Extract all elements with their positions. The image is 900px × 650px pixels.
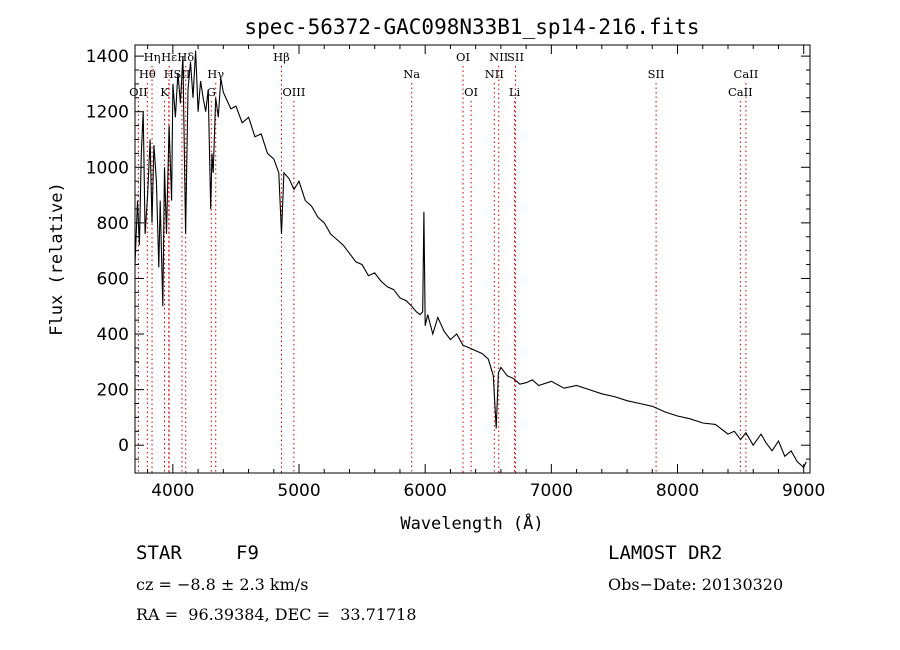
y-tick-label: 400 [97,325,129,345]
x-tick-label: 7000 [530,481,573,501]
y-axis-label: Flux (relative) [47,182,67,336]
line-label-na: Na [403,67,420,81]
y-tick-label: 1000 [86,158,129,178]
x-tick-label: 5000 [277,481,320,501]
observation-date: Obs−Date: 20130320 [608,575,784,594]
line-label-hβ: Hβ [273,50,290,64]
y-tick-label: 1200 [86,103,129,123]
y-tick-label: 0 [118,436,129,456]
line-label-oiii: OIII [282,85,305,99]
line-label-sii: SII [648,67,665,81]
y-tick-label: 200 [97,381,129,401]
line-label-hη: Hη [144,50,161,64]
line-label-caii: CaII [734,67,759,81]
line-label-k: K [160,85,169,99]
x-tick-label: 8000 [656,481,699,501]
line-markers [137,66,747,473]
chart-title: spec-56372-GAC098N33B1_sp14-216.fits [244,15,699,39]
subclass: F9 [236,542,259,564]
line-label-g: G [207,85,216,99]
redshift-velocity: cz = −8.8 ± 2.3 km/s [136,575,309,594]
line-label-oi: OI [456,50,470,64]
line-label-li: Li [509,85,521,99]
coordinates: RA = 96.39384, DEC = 33.71718 [136,605,417,624]
x-tick-label: 6000 [404,481,447,501]
line-label-hθ: Hθ [139,67,156,81]
line-label-oii: OII [129,85,148,99]
line-label-hε: Hε [161,50,177,64]
line-label-h: H [164,67,174,81]
y-tick-label: 800 [97,214,129,234]
line-label-nii: NII [489,50,508,64]
object-type: STAR [136,542,182,564]
x-tick-label: 9000 [782,481,825,501]
line-label-hδ: Hδ [177,50,194,64]
spectrum-series-line [135,50,807,469]
plot-frame [134,44,811,474]
x-tick-label: 4000 [151,481,194,501]
y-tick-label: 600 [97,269,129,289]
line-label-sii: SII [507,50,524,64]
survey-name: LAMOST DR2 [608,542,723,564]
axis-ticks: 4000 5000 6000 7000 8000 9000 0 200 400 600 800 100… [86,45,825,501]
line-label-oi: OI [464,85,478,99]
line-label-nii: NII [485,67,504,81]
x-axis-label: Wavelength (Å) [400,512,543,534]
line-label-caii: CaII [728,85,753,99]
y-tick-label: 1400 [86,47,129,67]
line-label-hγ: Hγ [207,67,224,81]
